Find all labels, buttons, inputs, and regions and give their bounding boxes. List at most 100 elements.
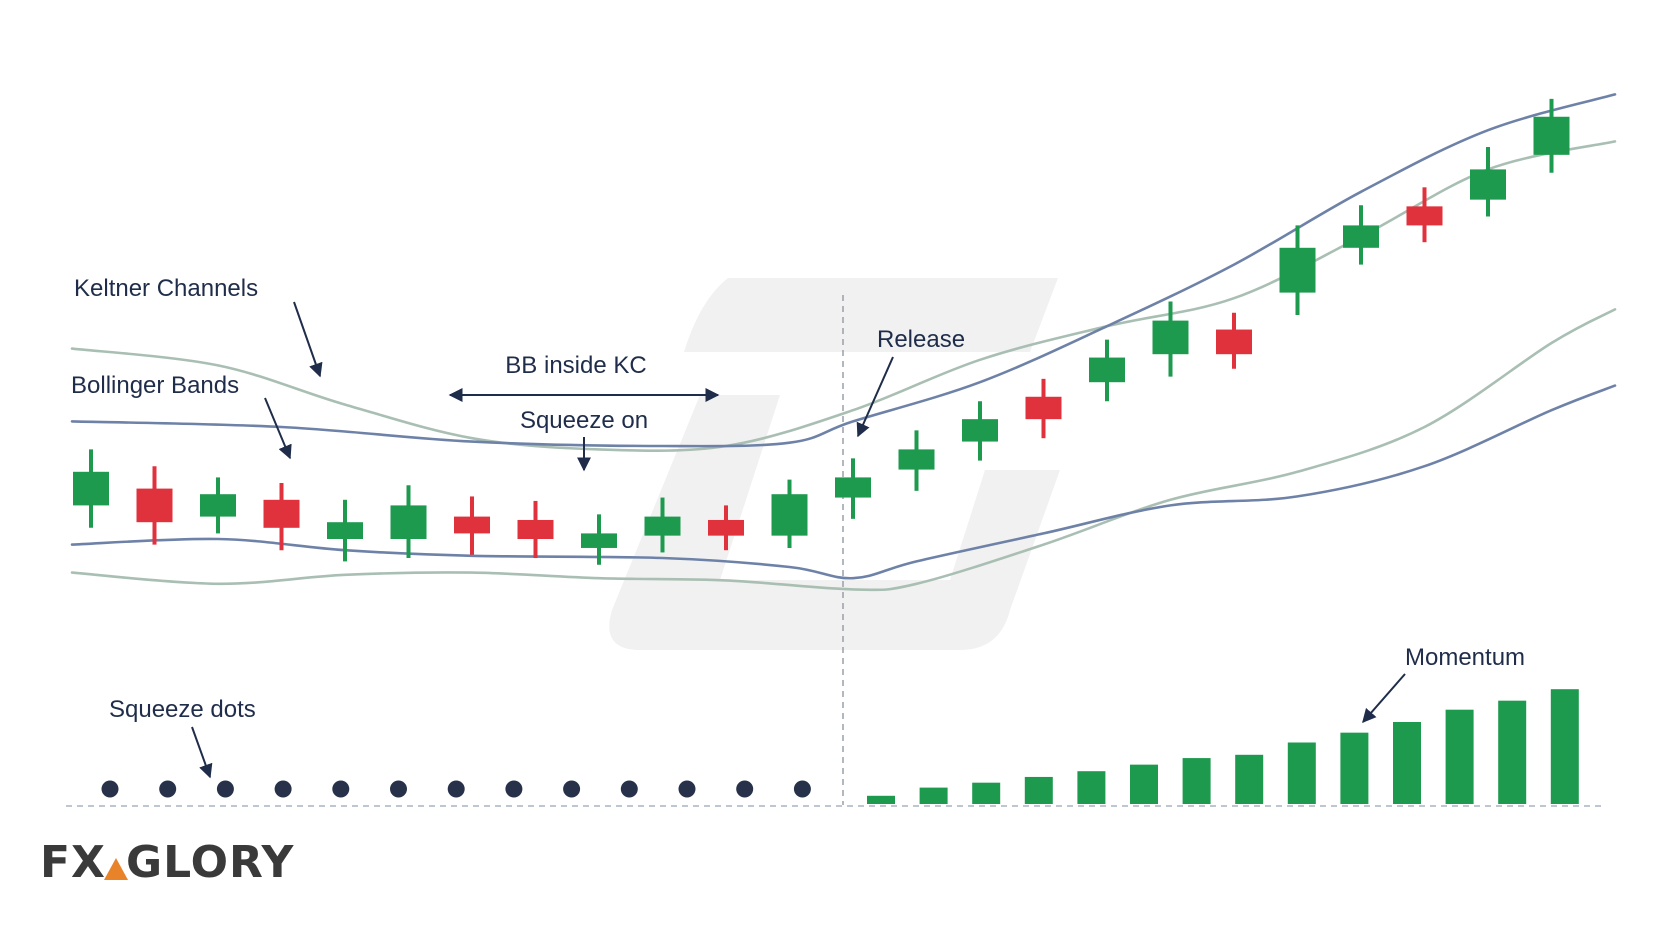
candle-bearish — [263, 483, 300, 551]
release-arrow — [856, 356, 894, 438]
candle-bullish — [1470, 147, 1506, 217]
momentum-bar — [1340, 732, 1369, 804]
bollinger-upper-line — [70, 93, 1617, 448]
bb-inside-kc-label: BB inside KC — [505, 352, 646, 379]
momentum-arrow — [1362, 673, 1406, 724]
momentum-bar — [1287, 742, 1316, 804]
candle-body — [1343, 225, 1379, 248]
squeeze-dot — [274, 780, 292, 798]
candle-bullish — [1089, 339, 1125, 402]
candle-body — [708, 519, 744, 536]
momentum-bar — [1130, 764, 1158, 804]
squeeze-dots-arrow — [191, 726, 213, 779]
candle-body — [1470, 169, 1506, 200]
candle-bullish — [73, 449, 109, 528]
candle-bullish — [835, 458, 871, 519]
candle-bullish — [581, 514, 617, 565]
candle-bearish — [1406, 187, 1443, 243]
candle-body — [73, 471, 109, 506]
candle-bearish — [517, 500, 554, 559]
watermark-logo-top — [684, 278, 1058, 352]
squeeze-dots-layer — [101, 780, 811, 798]
keltner-arrow — [293, 301, 323, 378]
candle-body — [1279, 247, 1316, 293]
candle-body — [136, 488, 173, 523]
candle-bearish — [136, 466, 173, 545]
squeeze-dot — [159, 780, 177, 798]
momentum-bar — [1235, 754, 1264, 804]
candle-body — [390, 505, 427, 539]
candle-bullish — [644, 497, 681, 553]
momentum-bar — [919, 787, 948, 804]
candle-bullish — [390, 485, 427, 559]
momentum-bar — [867, 795, 895, 804]
candle-body — [1406, 206, 1443, 226]
keltner-label: Keltner Channels — [74, 275, 258, 302]
candle-body — [962, 419, 998, 442]
candle-body — [517, 519, 554, 539]
momentum-bar — [1077, 771, 1106, 804]
momentum-bar — [1182, 758, 1211, 804]
candle-bullish — [1279, 225, 1316, 315]
momentum-bar — [972, 782, 1001, 804]
candle-bullish — [1533, 98, 1570, 173]
candle-bullish — [200, 477, 236, 534]
candle-bearish — [1216, 312, 1252, 369]
fxglory-logo: FX GLORY — [40, 837, 294, 888]
candle-body — [581, 533, 617, 548]
candle-bearish — [1025, 378, 1062, 439]
candle-body — [644, 516, 681, 536]
squeeze-dots-label: Squeeze dots — [109, 696, 256, 723]
candles-layer — [73, 98, 1570, 565]
squeeze-dot — [563, 780, 581, 798]
momentum-label: Momentum — [1405, 644, 1525, 671]
candle-bullish — [1343, 205, 1379, 265]
candle-bearish — [708, 505, 744, 551]
momentum-bar — [1445, 709, 1474, 804]
squeeze-dot — [332, 780, 350, 798]
bollinger-label: Bollinger Bands — [71, 372, 239, 399]
release-label: Release — [877, 326, 965, 353]
candle-body — [454, 516, 490, 534]
watermark-logo-bottom — [609, 395, 1060, 650]
squeeze-dot — [793, 780, 811, 798]
momentum-bar — [1393, 722, 1421, 804]
squeeze-on-label: Squeeze on — [520, 407, 648, 434]
candle-body — [771, 494, 808, 536]
logo-text-left: FX — [40, 837, 106, 888]
squeeze-dot — [101, 780, 119, 798]
momentum-layer — [867, 689, 1579, 804]
candle-body — [1533, 116, 1570, 155]
squeeze-dot — [390, 780, 407, 798]
candle-body — [1216, 329, 1252, 355]
candle-body — [898, 449, 935, 470]
squeeze-dot — [678, 780, 696, 798]
annotations: Keltner Channels Bollinger Bands BB insi… — [71, 275, 1525, 779]
candle-body — [1089, 357, 1125, 383]
momentum-bar — [1024, 776, 1053, 804]
candle-body — [327, 522, 363, 539]
momentum-bar — [1550, 689, 1579, 804]
keltner-lower-line — [70, 308, 1617, 592]
squeeze-dot — [620, 780, 638, 798]
candle-bullish — [771, 479, 808, 548]
watermark-logo — [609, 278, 1060, 650]
candle-bearish — [454, 496, 490, 555]
squeeze-dot — [447, 780, 465, 798]
logo-accent-icon — [104, 858, 128, 880]
momentum-bar — [1498, 700, 1527, 804]
squeeze-dot — [736, 780, 754, 798]
candle-bullish — [1152, 301, 1189, 377]
squeeze-dot — [216, 780, 234, 798]
candle-body — [835, 477, 871, 498]
candle-bullish — [898, 430, 935, 491]
candle-bullish — [327, 499, 363, 562]
candle-body — [1152, 320, 1189, 355]
candle-body — [200, 494, 236, 517]
candle-body — [1025, 396, 1062, 420]
logo-text-right: GLORY — [126, 837, 294, 888]
squeeze-dot — [505, 780, 523, 798]
bollinger-arrow — [264, 397, 292, 460]
candle-body — [263, 499, 300, 528]
